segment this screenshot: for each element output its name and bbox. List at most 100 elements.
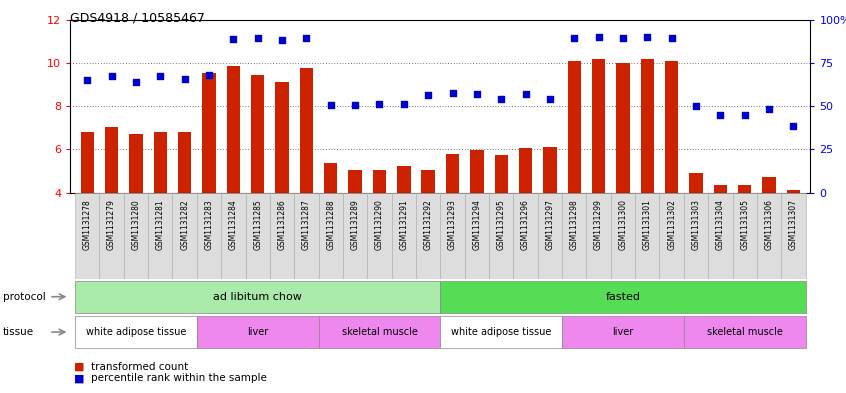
Bar: [592, 59, 606, 193]
Point: [129, 79, 143, 86]
Text: ad libitum chow: ad libitum chow: [213, 292, 302, 302]
Bar: [397, 165, 410, 193]
Text: GSM1131294: GSM1131294: [472, 200, 481, 250]
Text: GSM1131279: GSM1131279: [107, 200, 116, 250]
Text: GSM1131300: GSM1131300: [618, 200, 628, 250]
Text: GSM1131284: GSM1131284: [229, 200, 238, 250]
Bar: [148, 193, 173, 279]
Point: [519, 91, 532, 97]
Bar: [781, 193, 805, 279]
Text: GSM1131301: GSM1131301: [643, 200, 651, 250]
Point: [592, 34, 606, 40]
Bar: [197, 316, 319, 348]
Bar: [446, 154, 459, 193]
Bar: [100, 193, 124, 279]
Bar: [294, 193, 319, 279]
Point: [153, 73, 167, 79]
Bar: [416, 193, 440, 279]
Text: percentile rank within the sample: percentile rank within the sample: [91, 373, 267, 383]
Bar: [684, 316, 805, 348]
Text: GSM1131282: GSM1131282: [180, 200, 190, 250]
Point: [105, 73, 118, 79]
Text: GSM1131286: GSM1131286: [277, 200, 287, 250]
Text: protocol: protocol: [3, 292, 46, 302]
Bar: [319, 193, 343, 279]
Bar: [227, 66, 240, 193]
Point: [421, 92, 435, 98]
Bar: [586, 193, 611, 279]
Bar: [367, 193, 392, 279]
Point: [787, 123, 800, 129]
Text: GSM1131295: GSM1131295: [497, 200, 506, 250]
Bar: [660, 193, 684, 279]
Bar: [245, 193, 270, 279]
Text: GSM1131290: GSM1131290: [375, 200, 384, 250]
Text: GSM1131283: GSM1131283: [205, 200, 213, 250]
Bar: [635, 193, 660, 279]
Text: ■: ■: [74, 373, 85, 383]
Bar: [251, 75, 265, 193]
Bar: [714, 185, 727, 193]
Text: GSM1131296: GSM1131296: [521, 200, 530, 250]
Bar: [421, 170, 435, 193]
Point: [738, 112, 751, 118]
Bar: [75, 316, 197, 348]
Point: [494, 95, 508, 102]
Text: liver: liver: [613, 327, 634, 337]
Point: [275, 37, 288, 43]
Bar: [373, 170, 386, 193]
Text: tissue: tissue: [3, 327, 34, 337]
Bar: [440, 193, 464, 279]
Text: GSM1131288: GSM1131288: [327, 200, 335, 250]
Text: liver: liver: [247, 327, 268, 337]
Point: [762, 106, 776, 112]
Bar: [319, 316, 440, 348]
Bar: [324, 163, 338, 193]
Bar: [440, 316, 562, 348]
Text: GSM1131293: GSM1131293: [448, 200, 457, 250]
Text: GSM1131278: GSM1131278: [83, 200, 91, 250]
Bar: [733, 193, 757, 279]
Text: GSM1131307: GSM1131307: [789, 200, 798, 250]
Bar: [440, 281, 805, 313]
Bar: [519, 148, 532, 193]
Point: [324, 102, 338, 108]
Point: [446, 90, 459, 96]
Point: [373, 101, 387, 107]
Bar: [568, 61, 581, 193]
Point: [568, 35, 581, 41]
Bar: [154, 132, 167, 193]
Bar: [349, 170, 362, 193]
Bar: [616, 63, 629, 193]
Text: GSM1131285: GSM1131285: [253, 200, 262, 250]
Point: [299, 35, 313, 41]
Bar: [75, 193, 100, 279]
Text: transformed count: transformed count: [91, 362, 189, 371]
Text: GSM1131299: GSM1131299: [594, 200, 603, 250]
Bar: [221, 193, 245, 279]
Bar: [538, 193, 562, 279]
Point: [470, 91, 484, 97]
Bar: [762, 177, 776, 193]
Text: GDS4918 / 10585467: GDS4918 / 10585467: [70, 12, 205, 25]
Text: GSM1131305: GSM1131305: [740, 200, 750, 250]
Bar: [562, 316, 684, 348]
Point: [689, 103, 703, 109]
Bar: [514, 193, 538, 279]
Bar: [124, 193, 148, 279]
Bar: [489, 193, 514, 279]
Text: GSM1131306: GSM1131306: [765, 200, 773, 250]
Text: GSM1131302: GSM1131302: [667, 200, 676, 250]
Point: [543, 95, 557, 102]
Bar: [129, 134, 143, 193]
Bar: [75, 281, 440, 313]
Point: [178, 76, 191, 82]
Bar: [738, 185, 751, 193]
Text: GSM1131280: GSM1131280: [131, 200, 140, 250]
Bar: [202, 73, 216, 193]
Bar: [173, 193, 197, 279]
Point: [616, 35, 629, 41]
Text: ■: ■: [74, 362, 85, 371]
Bar: [708, 193, 733, 279]
Text: GSM1131303: GSM1131303: [691, 200, 700, 250]
